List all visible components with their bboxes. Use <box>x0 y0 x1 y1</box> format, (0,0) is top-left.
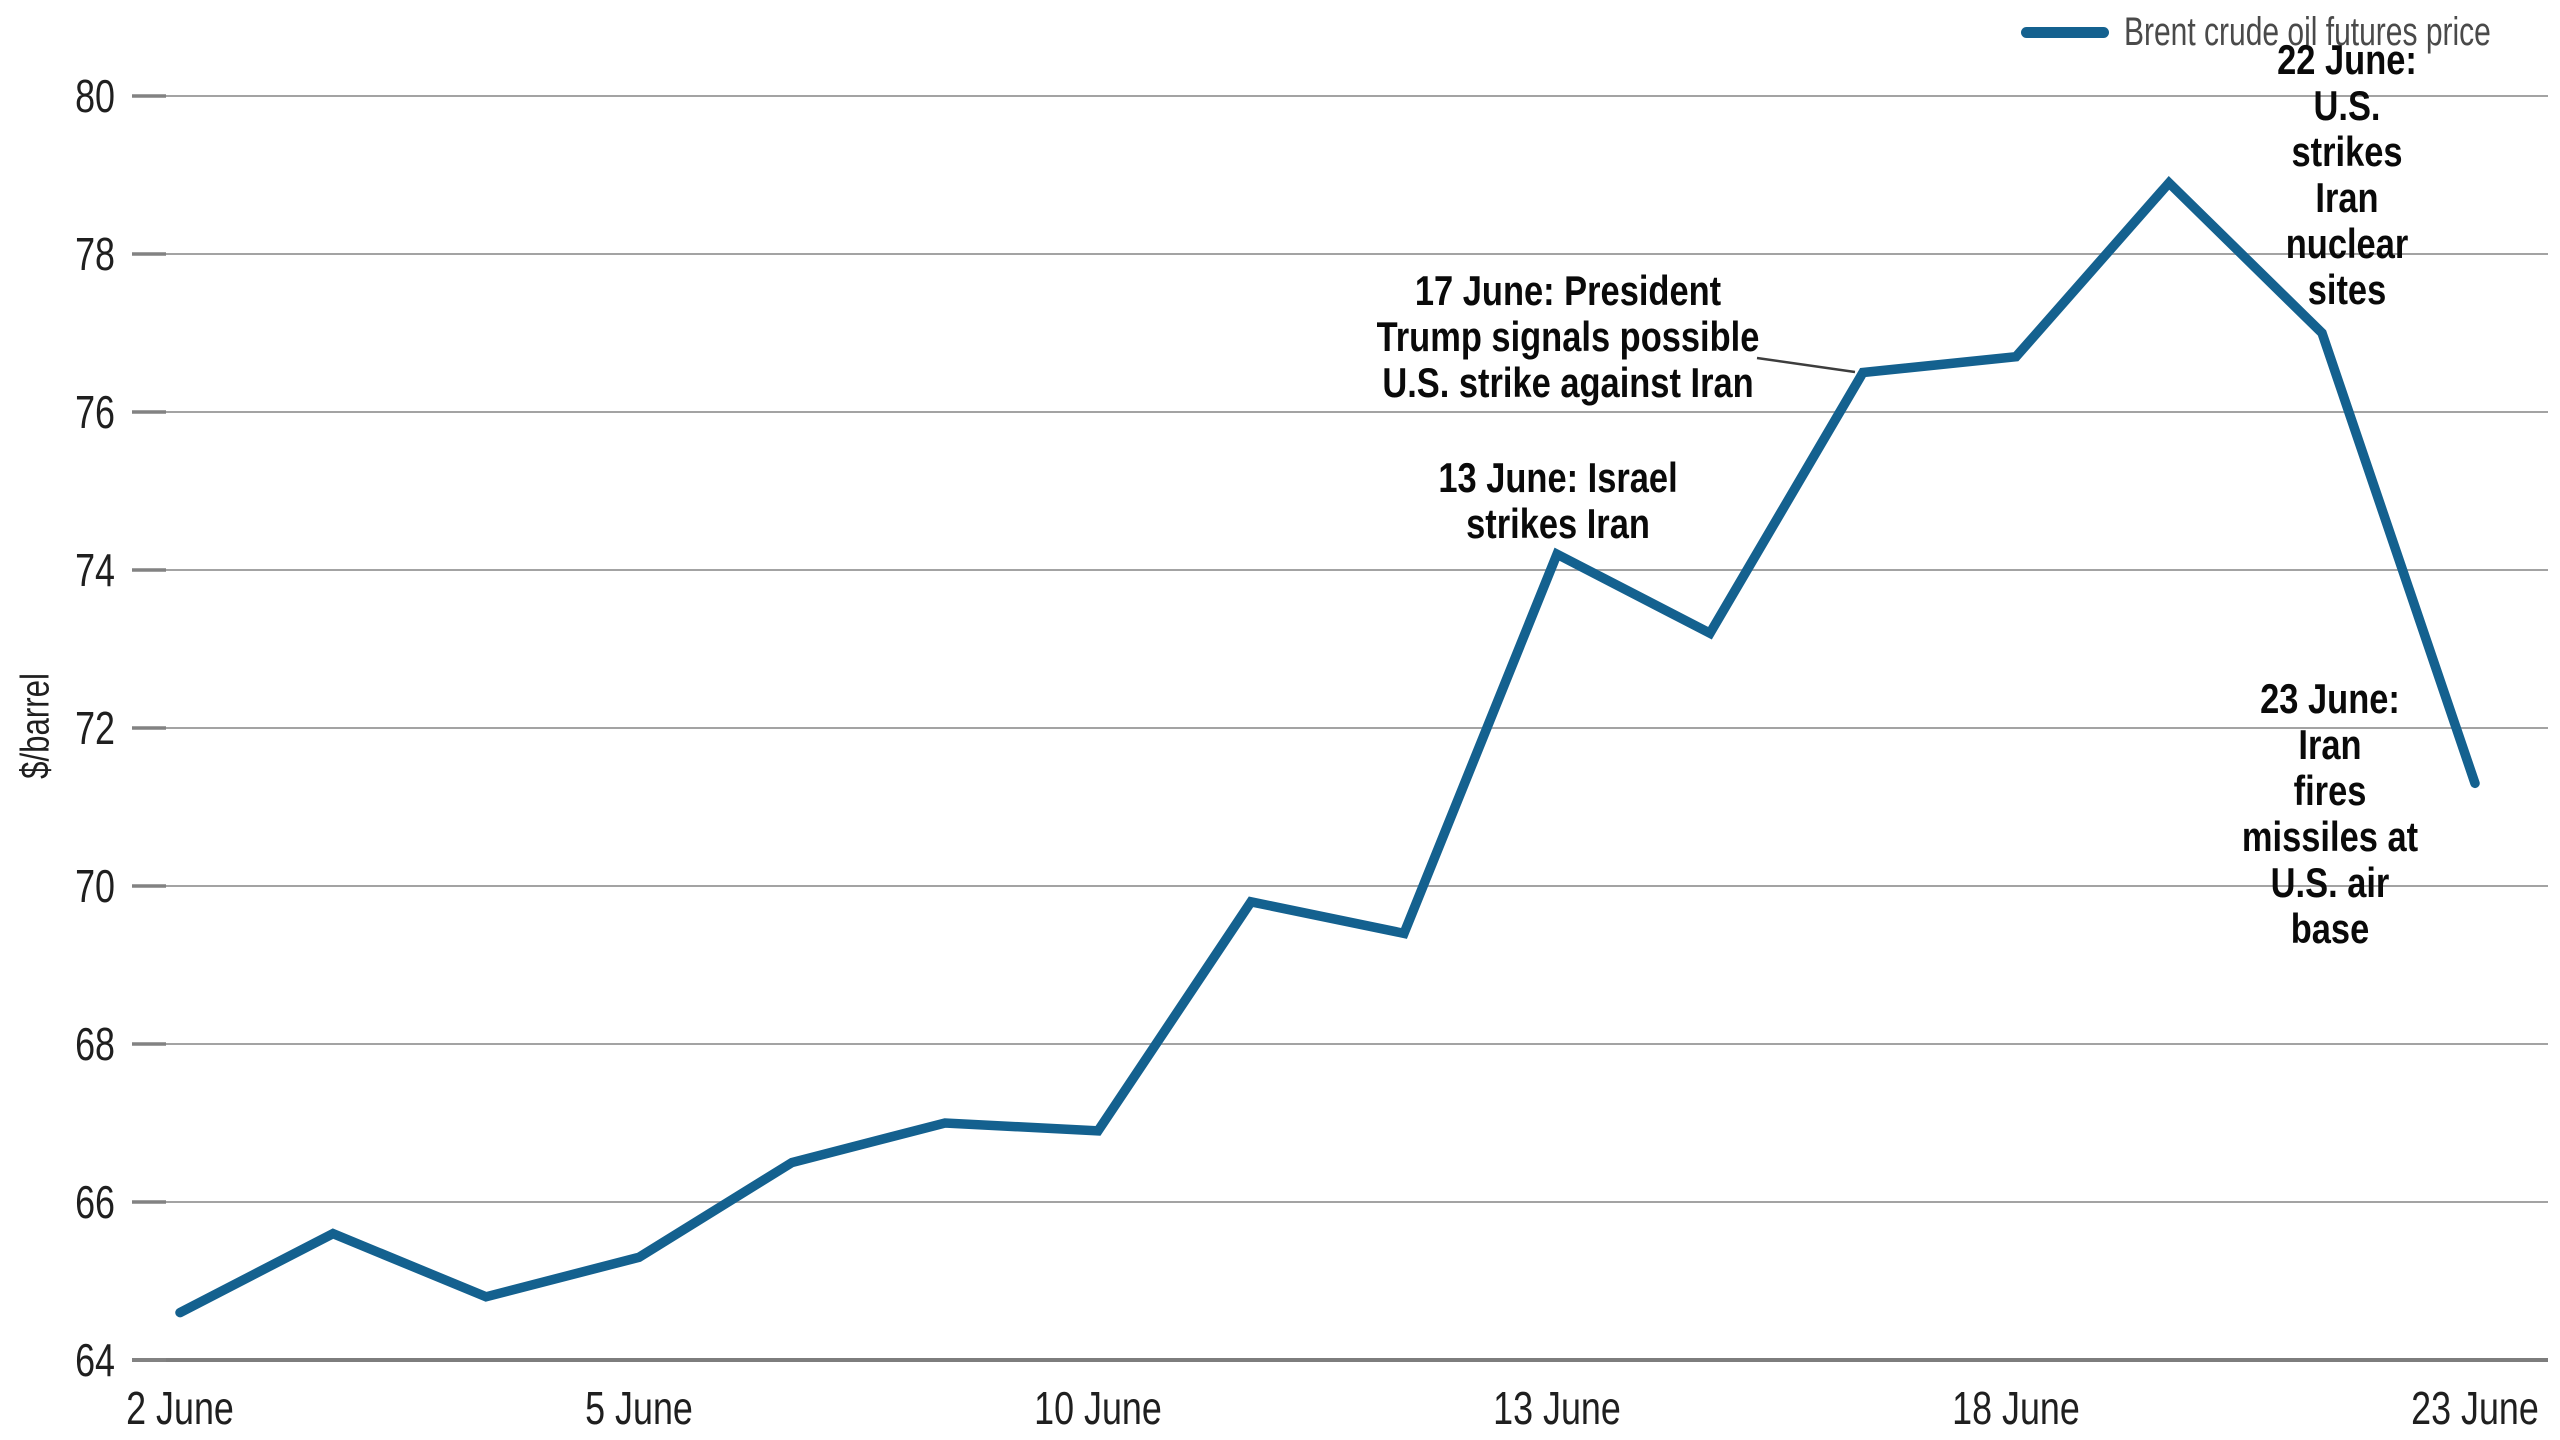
annotation-22-june: 22 June: U.S. strikes Iran nuclear sites <box>2277 36 2417 313</box>
brent-price-line <box>175 175 2480 1318</box>
annotation-13-june: 13 June: Israel strikes Iran <box>1438 454 1678 547</box>
legend-line-swatch <box>2021 26 2109 38</box>
legend: Brent crude oil futures price <box>2021 8 2560 56</box>
y-tick-label: 74 <box>75 544 115 596</box>
y-tick-label: 68 <box>75 1018 115 1070</box>
y-tick-label: 76 <box>75 386 115 438</box>
y-tick-label: 64 <box>75 1334 115 1386</box>
annotation-leader-line <box>1756 356 1856 374</box>
y-tick-label: 70 <box>75 860 115 912</box>
x-tick-label: 23 June <box>2411 1382 2539 1434</box>
y-tick-label: 72 <box>75 702 115 754</box>
annotation-23-june: 23 June: Iran fires missiles at U.S. air… <box>2241 675 2419 952</box>
legend-label: Brent crude oil futures price <box>2124 10 2491 54</box>
x-tick-label: 13 June <box>1493 1382 1621 1434</box>
x-tick-label: 18 June <box>1952 1382 2080 1434</box>
x-tick-label: 2 June <box>126 1382 234 1434</box>
x-tick-label: 10 June <box>1034 1382 1162 1434</box>
annotation-17-june: 17 June: President Trump signals possibl… <box>1376 267 1760 406</box>
y-tick-label: 66 <box>75 1176 115 1228</box>
y-tick-label: 78 <box>75 228 115 280</box>
x-tick-label: 5 June <box>585 1382 693 1434</box>
y-tick-label: 80 <box>75 70 115 122</box>
